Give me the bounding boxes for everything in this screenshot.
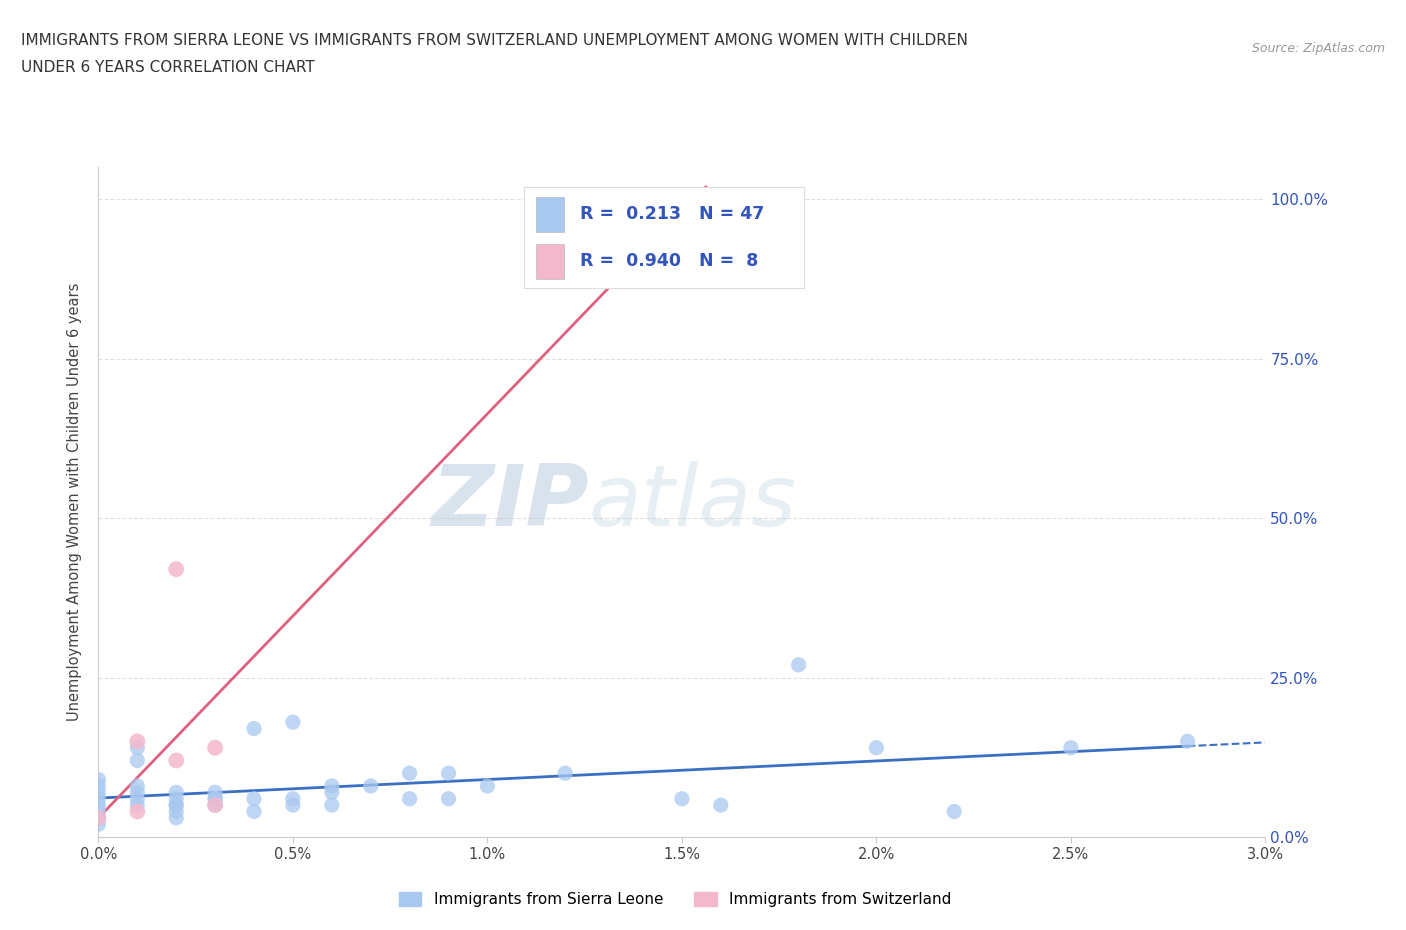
Point [204,785,226,800]
Point [321,798,343,813]
Point [204,791,226,806]
Point [204,740,226,755]
Legend: Immigrants from Sierra Leone, Immigrants from Switzerland: Immigrants from Sierra Leone, Immigrants… [392,885,957,913]
Point [87,778,110,793]
Text: UNDER 6 YEARS CORRELATION CHART: UNDER 6 YEARS CORRELATION CHART [21,60,315,75]
Point [87,791,110,806]
Point [165,791,187,806]
Point [204,798,226,813]
Point [127,785,149,800]
Y-axis label: Unemployment Among Women with Children Under 6 years: Unemployment Among Women with Children U… [67,283,83,722]
Point [243,721,266,736]
Point [127,740,149,755]
Point [165,798,187,813]
Point [554,765,576,780]
Point [243,791,266,806]
Point [127,734,149,749]
Point [127,798,149,813]
Point [87,810,110,825]
Point [165,798,187,813]
Point [165,804,187,819]
Point [87,798,110,813]
Point [281,715,304,730]
Point [243,804,266,819]
Point [943,804,966,819]
Text: Source: ZipAtlas.com: Source: ZipAtlas.com [1251,42,1385,55]
Point [87,772,110,787]
Text: atlas: atlas [589,460,797,544]
Point [321,778,343,793]
Point [204,798,226,813]
Point [87,817,110,831]
Text: ZIP: ZIP [430,460,589,544]
Point [165,785,187,800]
Point [127,778,149,793]
Point [127,804,149,819]
Point [87,804,110,819]
Point [165,562,187,577]
Point [710,798,733,813]
Point [865,740,887,755]
Point [437,765,460,780]
Point [281,791,304,806]
Point [127,753,149,768]
Point [281,798,304,813]
Point [437,791,460,806]
Point [87,785,110,800]
Point [787,658,810,672]
Point [360,778,382,793]
Point [398,791,420,806]
Text: IMMIGRANTS FROM SIERRA LEONE VS IMMIGRANTS FROM SWITZERLAND UNEMPLOYMENT AMONG W: IMMIGRANTS FROM SIERRA LEONE VS IMMIGRAN… [21,33,967,47]
Point [127,791,149,806]
Point [477,778,499,793]
Point [671,791,693,806]
Point [1177,734,1199,749]
Point [671,192,693,206]
Point [87,810,110,825]
Point [398,765,420,780]
Point [204,791,226,806]
Point [321,785,343,800]
Point [165,753,187,768]
Point [1060,740,1083,755]
Point [165,810,187,825]
